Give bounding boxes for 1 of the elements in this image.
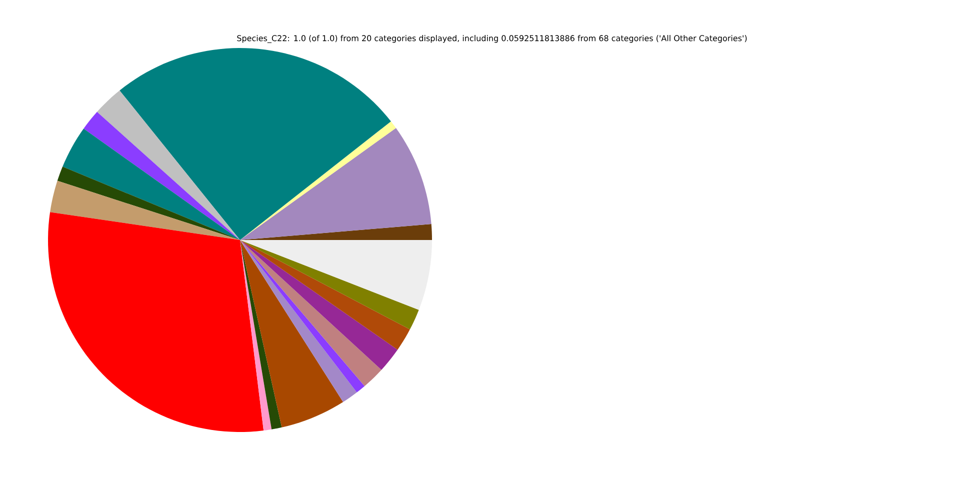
text: Species_C22: 1.0 (of 1.0) from 20 categories displayed, including 0.0592511813886 from 68 categories ('All Other Categories') [237, 35, 747, 43]
